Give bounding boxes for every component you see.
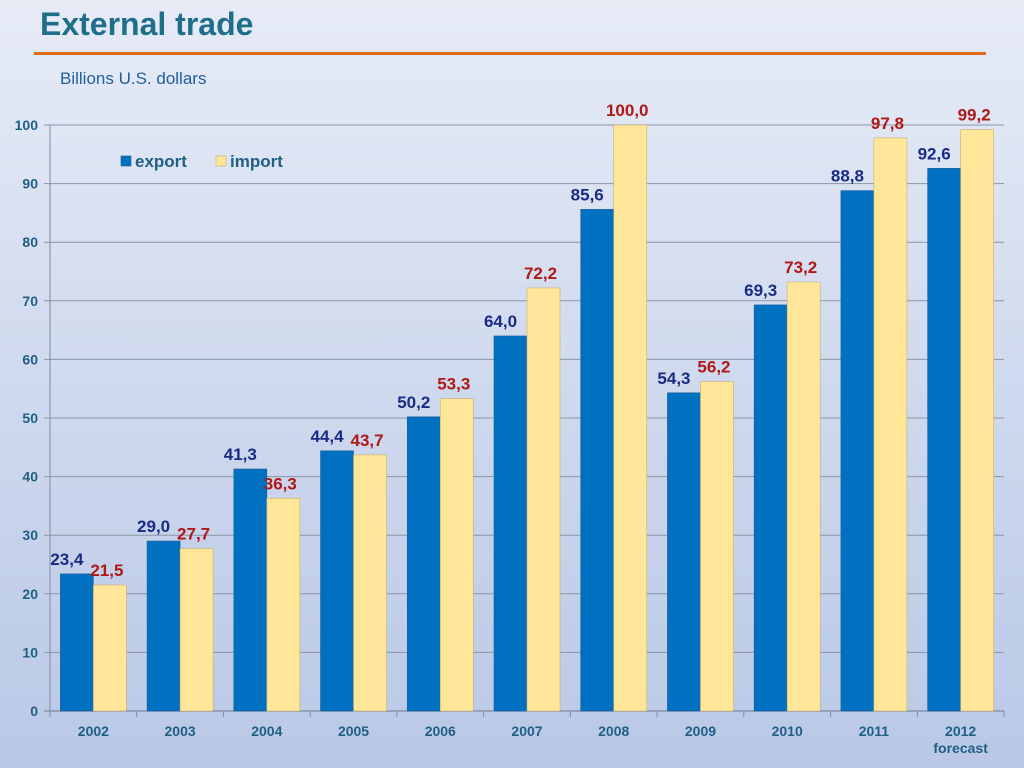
legend-label: import	[230, 152, 283, 171]
import-bar	[526, 287, 561, 712]
export-bar	[60, 573, 94, 712]
legend-swatch	[120, 155, 132, 167]
x-tick-label: 2006	[425, 723, 456, 739]
import-data-label: 99,2	[958, 106, 991, 125]
import-data-label: 21,5	[90, 561, 123, 580]
legend-label: export	[135, 152, 187, 171]
export-bar	[667, 392, 701, 712]
export-bar	[146, 540, 181, 712]
x-tick-label: 2010	[772, 723, 803, 739]
export-data-label: 23,4	[50, 550, 84, 569]
y-tick-label: 40	[22, 469, 38, 485]
export-data-label: 44,4	[310, 427, 344, 446]
y-tick-label: 100	[15, 117, 39, 133]
export-bar	[580, 209, 615, 712]
x-tick-label: 2003	[165, 723, 196, 739]
import-bar	[700, 381, 734, 712]
x-tick-label: 2007	[511, 723, 542, 739]
y-tick-label: 70	[22, 293, 38, 309]
export-bar	[840, 190, 875, 712]
title-divider	[34, 52, 986, 55]
export-bar	[233, 468, 268, 712]
data-labels: 23,4 21,5 29,0 27,7 41,3 36,3 44,4 43,7 50,2 53,3…	[50, 101, 990, 580]
import-data-label: 72,2	[524, 264, 557, 283]
export-bar	[320, 450, 354, 712]
import-bar	[179, 548, 214, 712]
import-data-label: 100,0	[606, 101, 649, 120]
y-tick-label: 80	[22, 234, 38, 250]
y-tick-label: 30	[22, 527, 38, 543]
chart-subtitle: Billions U.S. dollars	[60, 69, 207, 88]
import-data-label: 73,2	[784, 258, 817, 277]
y-tick-label: 20	[22, 586, 38, 602]
y-axis: 0 10 20 30 40 50 60 70 80 90 100	[15, 117, 39, 719]
x-tick-label: 2005	[338, 723, 369, 739]
y-tick-label: 50	[22, 410, 38, 426]
y-tick-label: 60	[22, 351, 38, 367]
import-bar	[93, 584, 127, 712]
export-bar	[406, 416, 441, 712]
x-tick-label: 2012	[945, 723, 976, 739]
x-tick-sublabel: forecast	[933, 740, 988, 756]
export-data-label: 85,6	[571, 185, 604, 204]
export-data-label: 92,6	[918, 144, 951, 163]
import-data-label: 36,3	[264, 474, 297, 493]
import-bar	[960, 129, 994, 712]
x-tick-label: 2004	[251, 723, 282, 739]
export-data-label: 29,0	[137, 517, 170, 536]
x-tick-label: 2011	[859, 723, 890, 739]
import-bar	[266, 497, 301, 712]
y-tick-label: 0	[30, 703, 38, 719]
export-bar	[927, 168, 961, 712]
import-data-label: 53,3	[437, 375, 470, 394]
legend: export import	[120, 152, 283, 171]
export-data-label: 50,2	[397, 393, 430, 412]
x-axis: 2002 2003 2004 2005 2006 2007 2008 2009 2010 2011…	[49, 711, 1005, 756]
page-title: External trade	[40, 6, 254, 42]
import-data-label: 56,2	[697, 358, 730, 377]
export-data-label: 69,3	[744, 281, 777, 300]
export-data-label: 64,0	[484, 312, 517, 331]
export-bar	[493, 335, 528, 712]
x-tick-label: 2002	[78, 723, 109, 739]
import-data-label: 27,7	[177, 525, 210, 544]
x-tick-label: 2008	[598, 723, 629, 739]
import-bar	[873, 137, 908, 712]
y-tick-label: 90	[22, 176, 38, 192]
import-bar	[613, 124, 648, 712]
import-bar	[353, 454, 387, 712]
y-tick-label: 10	[22, 644, 38, 660]
export-data-label: 88,8	[831, 167, 864, 186]
import-bar	[786, 281, 821, 712]
export-data-label: 54,3	[657, 369, 690, 388]
import-bar	[439, 398, 474, 712]
x-tick-label: 2009	[685, 723, 716, 739]
bars	[60, 124, 994, 712]
legend-swatch	[215, 155, 227, 167]
import-data-label: 43,7	[350, 431, 383, 450]
import-data-label: 97,8	[871, 114, 904, 133]
export-data-label: 41,3	[224, 445, 257, 464]
export-bar	[753, 304, 788, 712]
